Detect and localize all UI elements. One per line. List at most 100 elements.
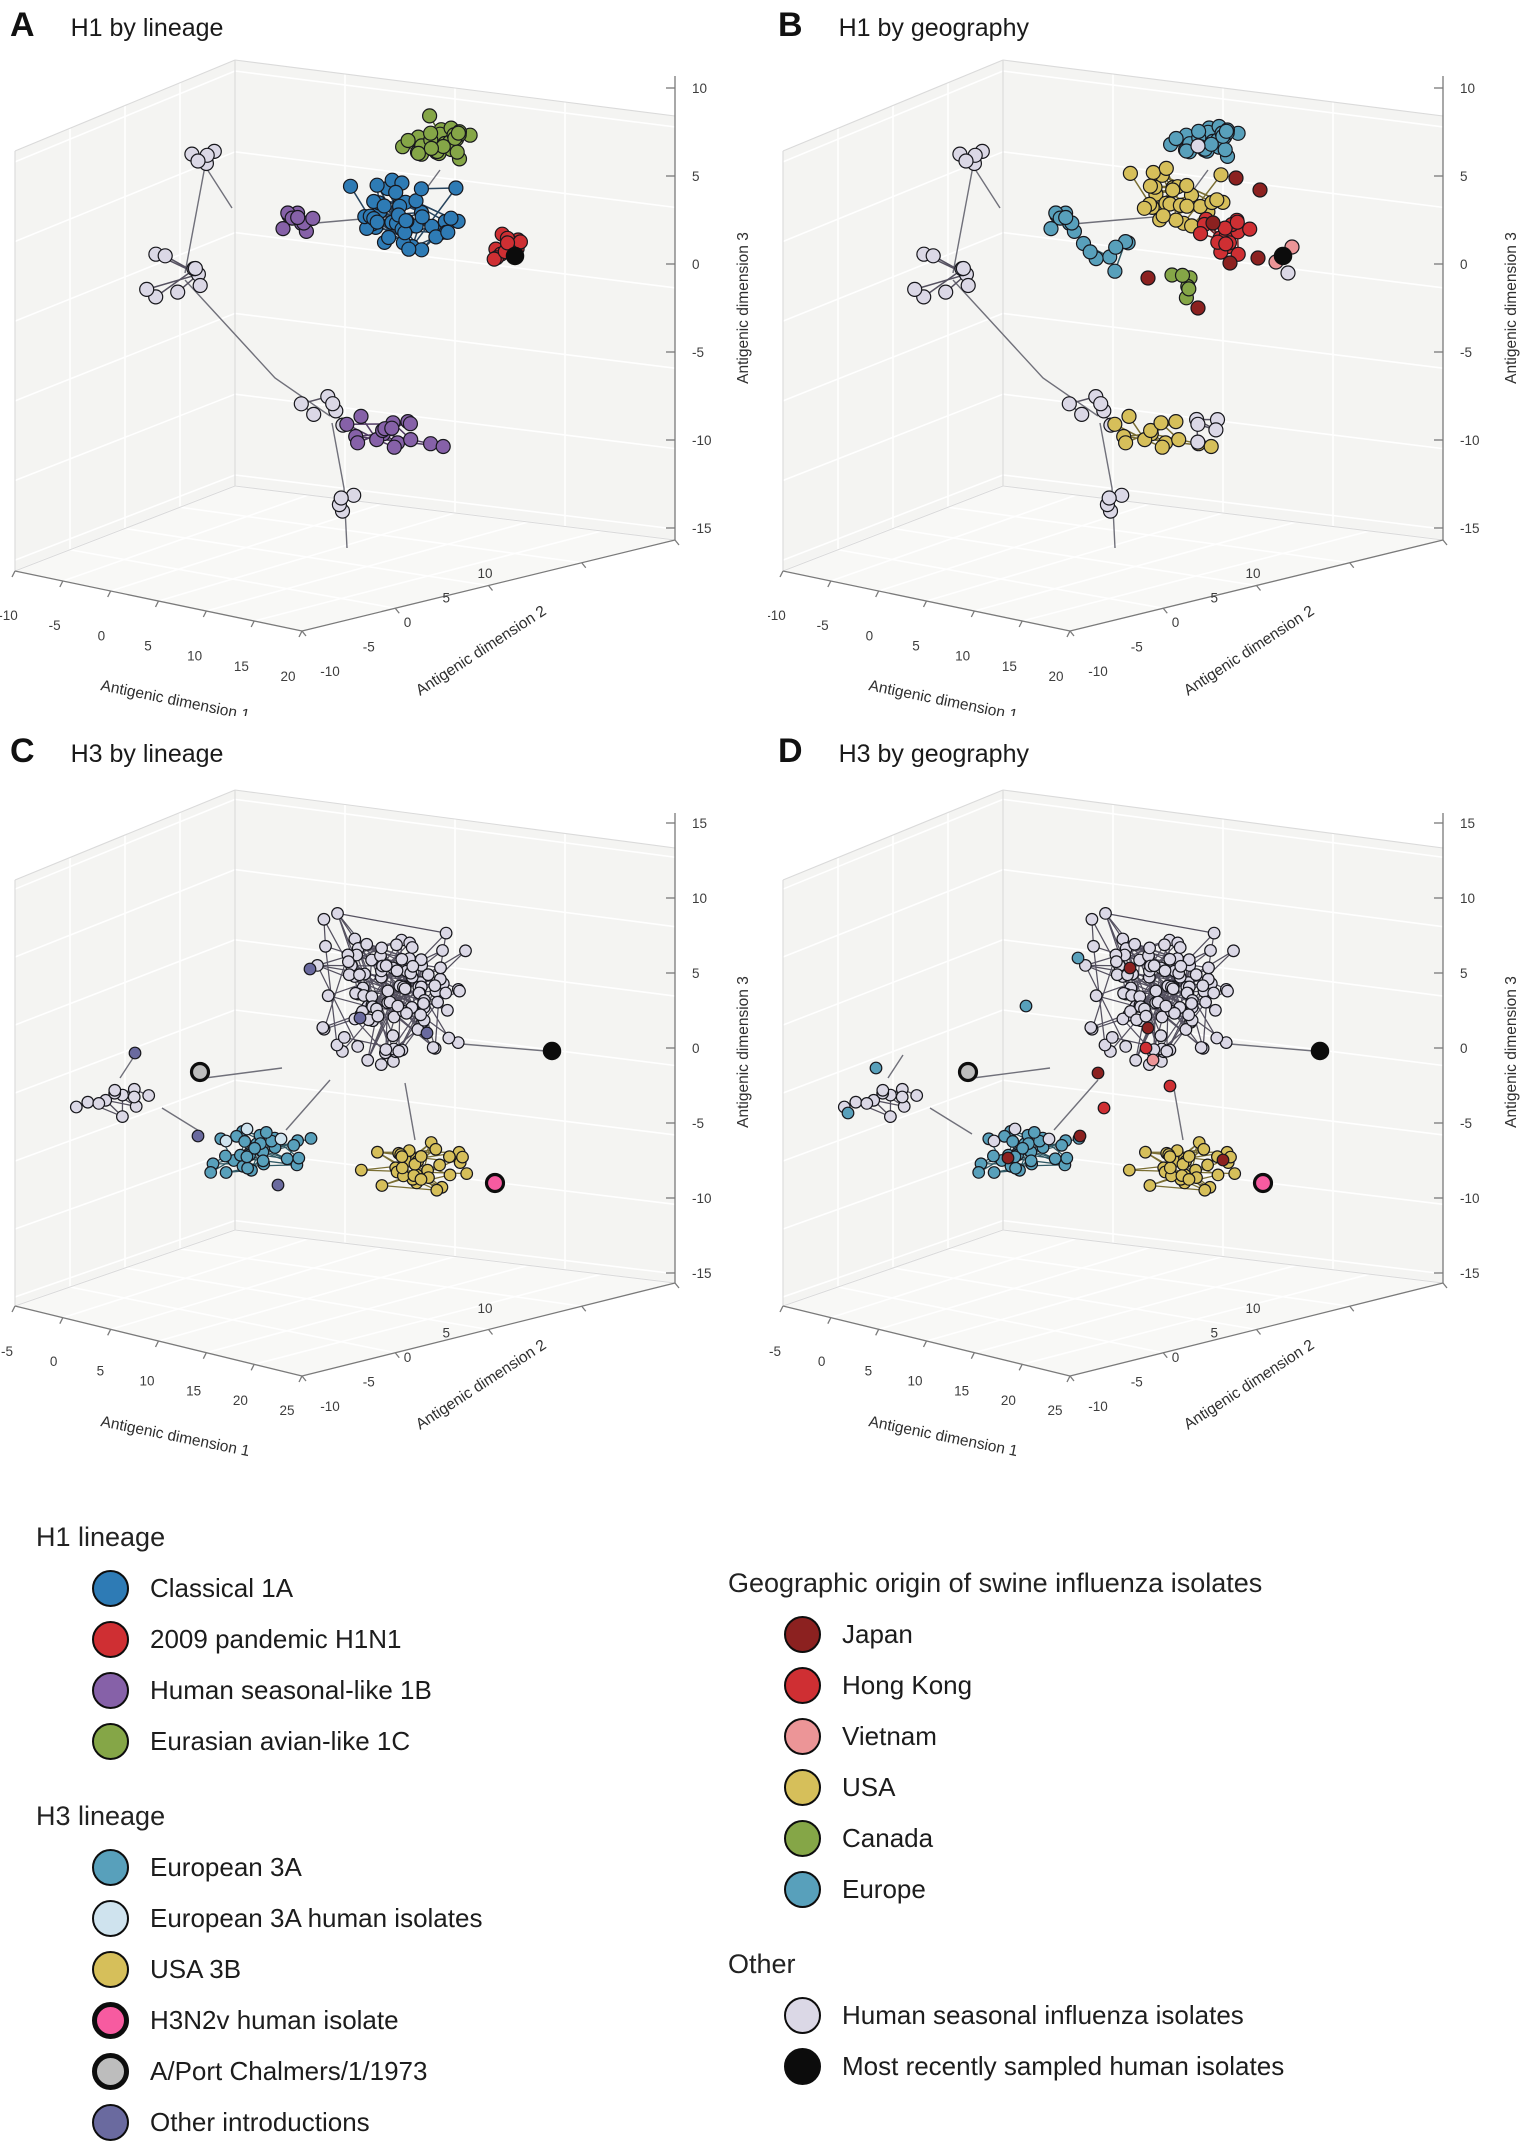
virus-node-human-seasonal	[1158, 964, 1172, 978]
legend-item: Human seasonal-like 1B	[36, 1665, 482, 1716]
y-axis-title: Antigenic dimension 2	[1181, 1336, 1317, 1433]
virus-node-europe	[1006, 1135, 1020, 1148]
svg-text:5: 5	[144, 639, 152, 654]
virus-node-human-seasonal	[434, 961, 447, 975]
virus-node-human-seasonal	[390, 938, 403, 952]
virus-node-human-seasonal	[1116, 1012, 1130, 1026]
legend-item-label: USA	[842, 1772, 896, 1802]
virus-node-human-seasonal	[428, 979, 442, 993]
virus-node-human-seasonal	[459, 944, 472, 958]
virus-node-usa	[1179, 177, 1195, 194]
virus-node-europe	[869, 1061, 883, 1075]
special-isolates	[1273, 246, 1293, 266]
x-axis-title: Antigenic dimension 1	[99, 1413, 251, 1460]
virus-node-human-seasonal	[1147, 959, 1161, 973]
svg-text:0: 0	[50, 1354, 58, 1369]
virus-node-european-3A	[240, 1150, 254, 1164]
virus-node-human-seasonal	[157, 248, 173, 264]
virus-node-human-seasonal	[1166, 982, 1180, 996]
virus-node-japan	[1216, 1153, 1230, 1167]
tick-labels: -5 0 5 10 15 20 25 -10 -5 0 5 10 15 10 5 0 -5 -10 -15	[769, 816, 1480, 1418]
virus-node-usa	[1168, 414, 1184, 430]
virus-node-human-seasonal-like-1B	[353, 408, 369, 424]
virus-node-usa	[1142, 178, 1158, 194]
svg-text:10: 10	[1460, 891, 1475, 906]
virus-node-classical-1A	[414, 209, 430, 225]
legend-header: Other	[728, 1949, 796, 1979]
virus-node-human-seasonal	[987, 1134, 1001, 1148]
legend-item-label: Other introductions	[150, 2107, 370, 2137]
svg-text:5: 5	[442, 1326, 450, 1341]
virus-node-human-seasonal	[955, 260, 971, 277]
virus-node-usa	[1143, 422, 1159, 439]
virus-node-hong-kong	[1229, 214, 1245, 230]
virus-node-canada	[1174, 267, 1191, 283]
panel-C: C H3 by lineage -5 0 5 10 15 20 25 -10 -5 0 5 10 15 1…	[0, 718, 767, 1500]
z-axis-title: Antigenic dimension 3	[1503, 232, 1520, 384]
legend-header: Geographic origin of swine influenza iso…	[728, 1568, 1263, 1598]
virus-node-human-seasonal	[1221, 984, 1234, 998]
virus-node-usa	[1203, 438, 1219, 455]
svg-text:5: 5	[442, 591, 450, 606]
virus-node-human-seasonal	[1099, 906, 1112, 920]
legend-item-label: Japan	[842, 1619, 913, 1649]
virus-node-japan	[1228, 170, 1244, 186]
virus-node-human-seasonal	[379, 1043, 393, 1057]
legend-item-label: Human seasonal influenza isolates	[842, 2000, 1244, 2030]
virus-node-human-seasonal	[1210, 1031, 1224, 1045]
virus-node-usa	[1139, 1145, 1152, 1159]
y-axis-title: Antigenic dimension 2	[413, 602, 549, 699]
legend-group: Geographic origin of swine influenza iso…	[728, 1568, 1284, 1915]
virus-node-human-seasonal	[400, 1006, 413, 1020]
virus-node-eurasian-avian-like-1C	[423, 125, 439, 141]
virus-node-human-seasonal	[92, 1097, 106, 1110]
virus-node-usa	[1213, 167, 1229, 183]
virus-node-human-seasonal	[115, 1110, 129, 1124]
most-recent-human	[1310, 1041, 1330, 1061]
tick-labels: -10 -5 0 5 10 15 20 -10 -5 0 5 10 10 5 0 -5 -10 -15	[766, 81, 1479, 684]
virus-node-human-seasonal	[375, 941, 389, 955]
legend-item-label: USA 3B	[150, 1954, 242, 1984]
virus-node-europe	[1107, 263, 1123, 279]
virus-node-hong-kong	[1242, 221, 1258, 237]
svg-text:-5: -5	[1460, 1116, 1472, 1131]
svg-text:5: 5	[1460, 966, 1468, 981]
legend-item: Japan	[728, 1609, 1284, 1660]
virus-node-human-seasonal	[895, 1090, 909, 1104]
legend-swatch-icon	[784, 1667, 821, 1704]
svg-text:10: 10	[1245, 1301, 1260, 1316]
virus-node-usa	[1143, 1179, 1157, 1192]
virus-node-human-seasonal	[1190, 138, 1206, 154]
virus-node-europe	[1016, 1141, 1030, 1155]
axes-box: -5 0 5 10 15 20 25 -10 -5 0 5 10 15 10 5 0 -5 -10 -15 Antig…	[769, 789, 1520, 1460]
svg-text:5: 5	[692, 169, 700, 184]
virus-node-human-seasonal	[421, 968, 435, 982]
virus-node-human-seasonal	[436, 944, 449, 957]
virus-node-human-seasonal	[1209, 1003, 1222, 1017]
svg-text:0: 0	[818, 1354, 826, 1369]
virus-node-human-seasonal	[1182, 953, 1196, 967]
legend-swatch-icon	[784, 1769, 821, 1806]
legend-header: H3 lineage	[36, 1801, 166, 1831]
virus-node-eurasian-avian-like-1C	[422, 108, 438, 124]
legend-item: 2009 pandemic H1N1	[36, 1614, 482, 1665]
virus-node-classical-1A	[381, 229, 397, 246]
axis-spines	[779, 813, 1448, 1383]
virus-node-human-seasonal	[1158, 938, 1171, 952]
virus-node-classical-1A	[413, 181, 429, 197]
panel-C-title: H3 by lineage	[70, 740, 224, 768]
svg-text:0: 0	[1172, 1350, 1180, 1365]
svg-text:0: 0	[404, 615, 412, 630]
virus-node-human-seasonal	[1202, 961, 1215, 975]
virus-node-usa	[1121, 408, 1137, 424]
virus-node-human-seasonal	[142, 1089, 156, 1102]
svg-text:10: 10	[139, 1374, 154, 1389]
virus-node-human-seasonal	[1207, 986, 1221, 1000]
virus-node-human-seasonal	[431, 995, 445, 1009]
legend-swatch-icon	[92, 1570, 129, 1607]
svg-text:0: 0	[98, 628, 106, 643]
virus-node-human-seasonal-like-1B	[275, 221, 291, 237]
virus-node-classical-1A	[443, 210, 459, 226]
panel-A: A H1 by lineage -10 -5 0 5 10 15 20 -10 -5 0 5 10 10…	[0, 0, 767, 724]
virus-node-human-seasonal	[1098, 1038, 1112, 1052]
